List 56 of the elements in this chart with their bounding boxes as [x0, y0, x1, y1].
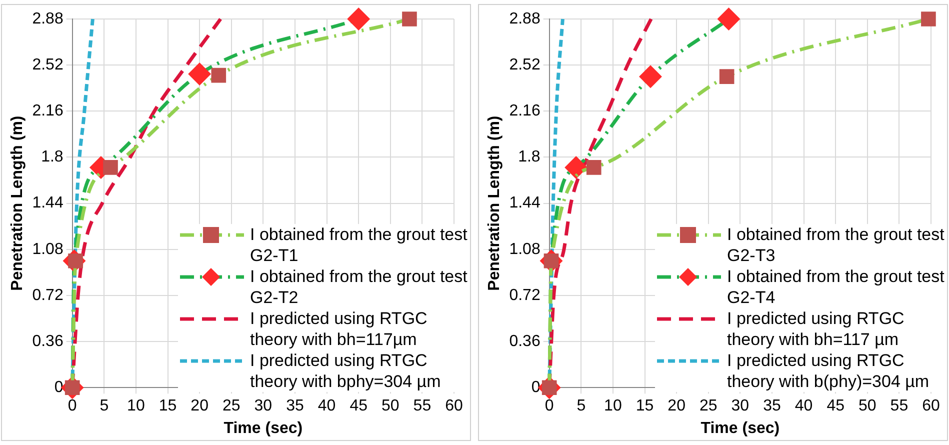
legend-label: I obtained from the grout test G2-T1 — [250, 224, 468, 266]
x-tick-label: 35 — [763, 398, 781, 415]
x-tick-label: 0 — [68, 398, 77, 415]
y-axis-title: Penetration Length (m) — [9, 116, 26, 291]
y-tick-label: 0.72 — [509, 286, 540, 304]
x-tick-label: 60 — [922, 398, 940, 415]
y-tick-label: 2.16 — [509, 102, 540, 120]
x-tick-label: 30 — [254, 398, 272, 415]
y-tick-label: 0 — [531, 379, 540, 396]
x-tick-label: 15 — [158, 398, 177, 415]
y-tick-label: 1.8 — [518, 148, 540, 166]
x-tick-label: 25 — [699, 398, 718, 415]
legend-label: I predicted using RTGC theory with bh=117µm — [250, 308, 428, 350]
y-tick-label: 2.52 — [509, 56, 540, 74]
legend-label: I predicted using RTGC theory with bphy=304 µm — [250, 350, 442, 392]
x-tick-label: 55 — [890, 398, 908, 415]
y-tick-label: 2.88 — [32, 10, 64, 28]
x-tick-label: 50 — [858, 398, 876, 415]
x-tick-label: 45 — [826, 398, 845, 415]
y-tick-label: 0.36 — [32, 332, 64, 350]
x-tick-label: 0 — [544, 398, 554, 415]
legend-label: I obtained from the grout test G2-T3 — [727, 224, 946, 266]
x-tick-label: 25 — [222, 398, 240, 415]
y-tick-label: 1.44 — [32, 194, 64, 212]
x-tick-label: 45 — [350, 398, 368, 415]
y-tick-label: 0 — [54, 379, 64, 396]
x-tick-label: 20 — [668, 398, 686, 415]
x-tick-label: 10 — [127, 398, 145, 415]
legend-label: I obtained from the grout test G2-T4 — [727, 266, 946, 308]
y-axis-title: Penetration Length (m) — [486, 116, 504, 291]
x-tick-label: 60 — [445, 398, 463, 415]
x-tick-label: 5 — [100, 398, 109, 415]
y-tick-label: 2.88 — [509, 10, 540, 28]
y-tick-label: 0.36 — [509, 332, 540, 350]
legend-label: I obtained from the grout test G2-T2 — [250, 266, 468, 308]
y-tick-label: 2.16 — [32, 102, 64, 120]
y-tick-label: 1.08 — [32, 240, 64, 258]
y-tick-label: 1.08 — [509, 240, 540, 258]
x-tick-label: 30 — [731, 398, 750, 415]
x-tick-label: 10 — [604, 398, 622, 415]
x-tick-label: 40 — [794, 398, 813, 415]
x-tick-label: 40 — [318, 398, 336, 415]
x-tick-label: 15 — [636, 398, 654, 415]
x-tick-label: 20 — [190, 398, 209, 415]
x-tick-label: 55 — [413, 398, 432, 415]
legend-label: I predicted using RTGC theory with bh=117 µm — [727, 308, 906, 350]
y-tick-label: 1.44 — [509, 194, 540, 212]
x-tick-label: 50 — [381, 398, 400, 415]
x-tick-label: 35 — [286, 398, 304, 415]
y-tick-label: 2.52 — [32, 56, 64, 74]
y-tick-label: 0.72 — [32, 286, 64, 304]
x-axis-title: Time (sec) — [224, 420, 303, 437]
x-axis-title: Time (sec) — [700, 420, 780, 437]
y-tick-label: 1.8 — [41, 148, 64, 166]
x-tick-label: 5 — [576, 398, 586, 415]
legend-label: I predicted using RTGC theory with b(phy)=304 µm — [727, 350, 930, 392]
